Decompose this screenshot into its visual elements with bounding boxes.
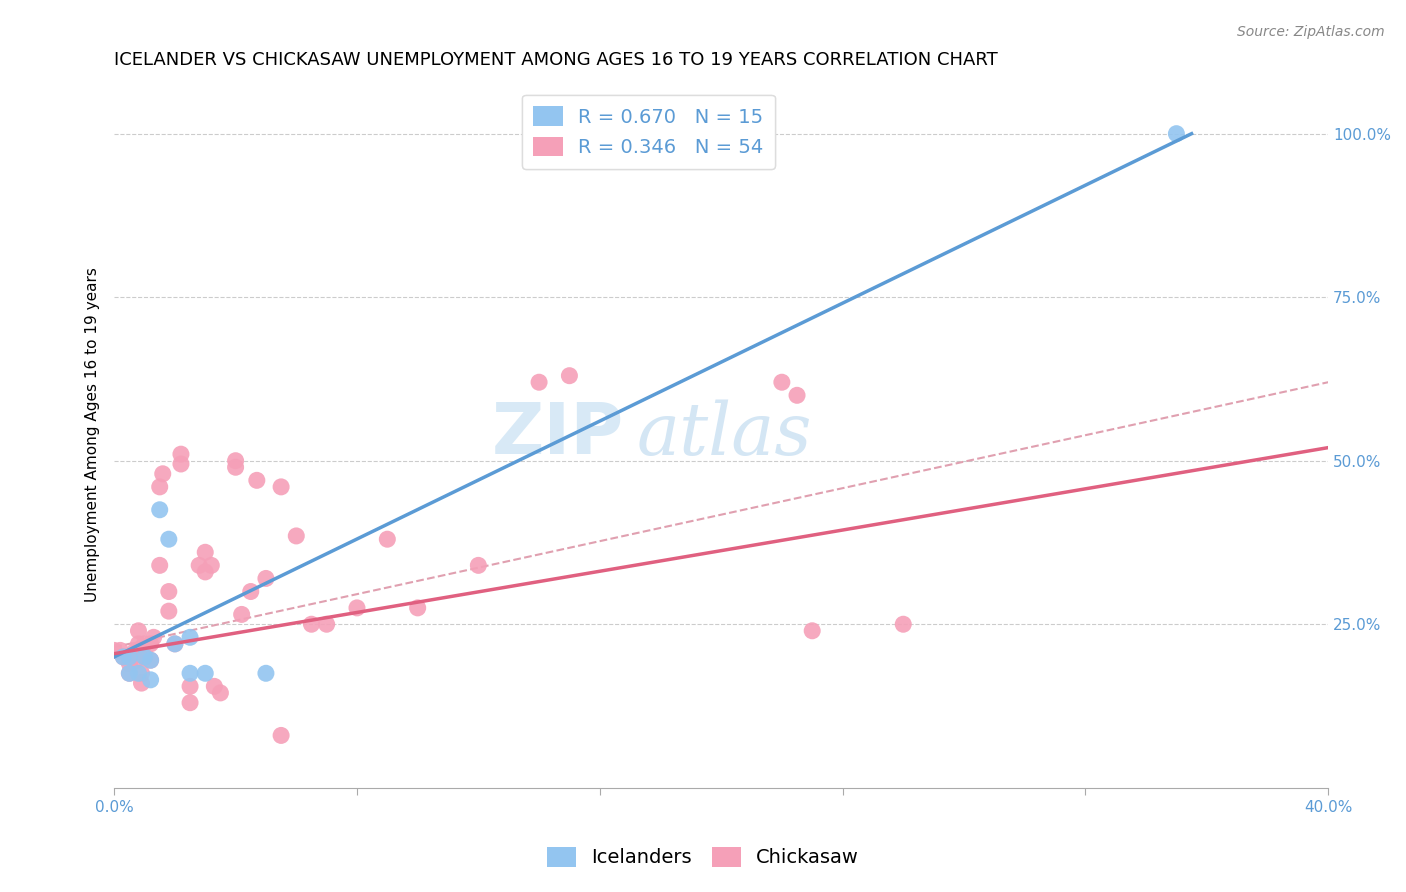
Point: [139, 673, 162, 687]
Point: [406, 600, 429, 615]
Point: [786, 388, 808, 402]
Point: [121, 649, 143, 664]
Point: [118, 657, 141, 671]
Text: Source: ZipAtlas.com: Source: ZipAtlas.com: [1237, 25, 1385, 39]
Point: [127, 637, 149, 651]
Point: [231, 607, 253, 622]
Point: [112, 649, 135, 664]
Point: [118, 649, 141, 664]
Point: [194, 666, 217, 681]
Point: [179, 630, 201, 644]
Text: atlas: atlas: [636, 400, 811, 470]
Point: [467, 558, 489, 573]
Point: [346, 600, 368, 615]
Point: [209, 686, 232, 700]
Point: [163, 637, 186, 651]
Point: [103, 643, 125, 657]
Point: [134, 637, 156, 651]
Point: [157, 532, 180, 546]
Point: [801, 624, 824, 638]
Point: [194, 565, 217, 579]
Point: [139, 653, 162, 667]
Point: [118, 666, 141, 681]
Point: [152, 467, 174, 481]
Point: [131, 666, 153, 681]
Point: [149, 502, 172, 516]
Point: [1166, 127, 1188, 141]
Point: [157, 604, 180, 618]
Point: [163, 637, 186, 651]
Point: [270, 728, 292, 742]
Point: [118, 666, 141, 681]
Point: [112, 649, 135, 664]
Legend: R = 0.670   N = 15, R = 0.346   N = 54: R = 0.670 N = 15, R = 0.346 N = 54: [522, 95, 775, 169]
Point: [270, 480, 292, 494]
Legend: Icelanders, Chickasaw: Icelanders, Chickasaw: [538, 839, 868, 875]
Point: [134, 649, 156, 664]
Point: [179, 679, 201, 693]
Point: [134, 649, 156, 664]
Point: [131, 676, 153, 690]
Point: [139, 653, 162, 667]
Point: [139, 637, 162, 651]
Text: ICELANDER VS CHICKASAW UNEMPLOYMENT AMONG AGES 16 TO 19 YEARS CORRELATION CHART: ICELANDER VS CHICKASAW UNEMPLOYMENT AMON…: [114, 51, 998, 69]
Point: [315, 617, 337, 632]
Point: [170, 447, 193, 461]
Point: [110, 643, 132, 657]
Point: [200, 558, 222, 573]
Point: [124, 643, 146, 657]
Point: [891, 617, 914, 632]
Point: [194, 545, 217, 559]
Point: [179, 696, 201, 710]
Point: [225, 460, 247, 475]
Point: [149, 480, 172, 494]
Point: [124, 653, 146, 667]
Point: [179, 666, 201, 681]
Point: [239, 584, 262, 599]
Y-axis label: Unemployment Among Ages 16 to 19 years: Unemployment Among Ages 16 to 19 years: [86, 267, 100, 602]
Point: [149, 558, 172, 573]
Point: [127, 624, 149, 638]
Point: [157, 584, 180, 599]
Point: [285, 529, 308, 543]
Point: [127, 666, 149, 681]
Point: [225, 453, 247, 467]
Point: [170, 457, 193, 471]
Point: [770, 376, 793, 390]
Text: ZIP: ZIP: [492, 400, 624, 469]
Point: [558, 368, 581, 383]
Point: [202, 679, 225, 693]
Point: [527, 376, 550, 390]
Point: [142, 630, 165, 644]
Point: [301, 617, 323, 632]
Point: [254, 571, 277, 585]
Point: [375, 532, 398, 546]
Point: [254, 666, 277, 681]
Point: [246, 473, 269, 487]
Point: [188, 558, 211, 573]
